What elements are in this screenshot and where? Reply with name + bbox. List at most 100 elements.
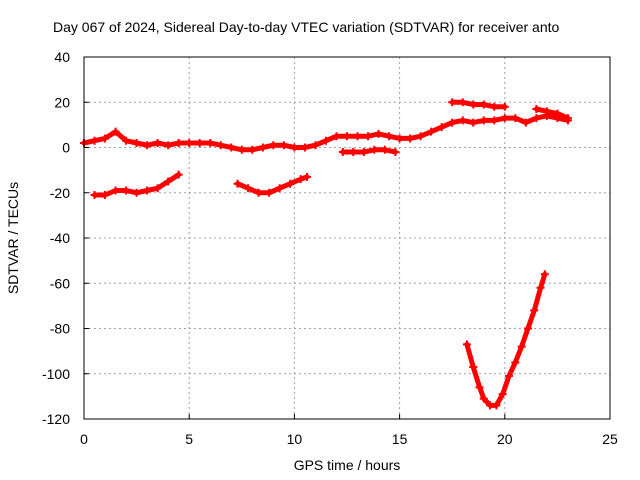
series-point (237, 145, 246, 154)
x-tick-labels: 0 5 10 15 20 25 (80, 414, 618, 447)
series-point (174, 170, 183, 179)
series-point (370, 145, 379, 154)
series-point (353, 132, 362, 141)
series-point (469, 118, 478, 127)
series-point (303, 172, 312, 181)
series-point (364, 132, 373, 141)
series-point (332, 132, 341, 141)
series-point (248, 145, 257, 154)
series-point (479, 116, 488, 125)
x-tick-label: 5 (185, 431, 193, 447)
series-point (279, 141, 288, 150)
series-point (216, 141, 225, 150)
series-point (532, 105, 541, 114)
series-point (90, 191, 99, 200)
series-point (391, 148, 400, 157)
series-point (132, 188, 141, 197)
series-point (511, 358, 520, 367)
y-tick-labels: 40 20 0 -20 -40 -60 -80 -100 -120 (42, 49, 89, 427)
series-point (132, 138, 141, 147)
y-tick-label: 40 (54, 49, 70, 65)
series-point (505, 372, 514, 381)
series-point (185, 138, 194, 147)
series-point (530, 306, 539, 315)
series-point (395, 134, 404, 143)
y-tick-label: -100 (42, 366, 70, 382)
series-point (479, 394, 488, 403)
y-tick-label: -120 (42, 411, 70, 427)
series-point (343, 132, 351, 141)
series-point (542, 107, 551, 116)
y-tick-label: -40 (50, 230, 70, 246)
series-point (536, 283, 545, 292)
x-tick-label: 20 (497, 431, 513, 447)
series-point (101, 134, 110, 143)
series-point (122, 136, 131, 145)
x-axis-label: GPS time / hours (294, 457, 401, 473)
plot-frame (83, 56, 611, 420)
series-point (462, 340, 471, 349)
series-point (500, 102, 509, 111)
series-point (122, 186, 131, 195)
series-point (359, 148, 368, 157)
series-point (286, 179, 295, 188)
series-point (153, 184, 162, 193)
series-point (448, 118, 457, 127)
series-point (300, 143, 309, 152)
series-point (111, 127, 120, 136)
y-tick-label: -20 (50, 185, 70, 201)
series-point (258, 143, 267, 152)
series-point (265, 188, 274, 197)
series-point (349, 148, 358, 157)
series-point (406, 134, 415, 143)
chart-title: Day 067 of 2024, Sidereal Day-to-day VTE… (53, 19, 560, 35)
series-point (490, 116, 499, 125)
series-point (311, 141, 320, 150)
x-tick-label: 25 (602, 431, 618, 447)
series-point (227, 143, 236, 152)
x-tick-label: 10 (287, 431, 303, 447)
series-point (244, 184, 253, 193)
series-point (111, 186, 120, 195)
series-point (523, 324, 532, 333)
series-point (206, 138, 215, 147)
series-point (233, 179, 242, 188)
series-point (101, 191, 110, 200)
series-point (448, 98, 457, 107)
grid-lines (84, 57, 610, 419)
series-point (385, 132, 394, 141)
series-point (164, 141, 173, 150)
series-point (90, 136, 99, 145)
y-tick-label: -60 (50, 275, 70, 291)
series-point (437, 123, 446, 132)
series-point (321, 136, 330, 145)
series-point (469, 100, 478, 109)
series-point (416, 132, 425, 141)
series-point (469, 362, 478, 371)
series-point (521, 118, 530, 127)
series-point (153, 138, 162, 147)
series-point (143, 141, 152, 150)
series-point (458, 116, 467, 125)
series-point (511, 114, 520, 123)
series-point (143, 186, 152, 195)
x-tick-label: 15 (392, 431, 408, 447)
x-tick-label: 0 (80, 431, 88, 447)
series-point (275, 184, 284, 193)
series-point (380, 145, 389, 154)
series-point (458, 98, 467, 107)
series-point (532, 114, 541, 123)
series-point (553, 109, 562, 118)
series-point (492, 401, 501, 410)
series-point (563, 114, 572, 123)
series-point (517, 342, 526, 351)
series-point (164, 177, 173, 186)
series-point (475, 383, 484, 392)
series-point (498, 390, 507, 399)
series-point (296, 175, 305, 184)
y-axis-label: SDTVAR / TECUs (5, 182, 21, 294)
y-tick-label: 0 (62, 140, 70, 156)
series-point (500, 114, 509, 123)
series-point (338, 148, 347, 157)
